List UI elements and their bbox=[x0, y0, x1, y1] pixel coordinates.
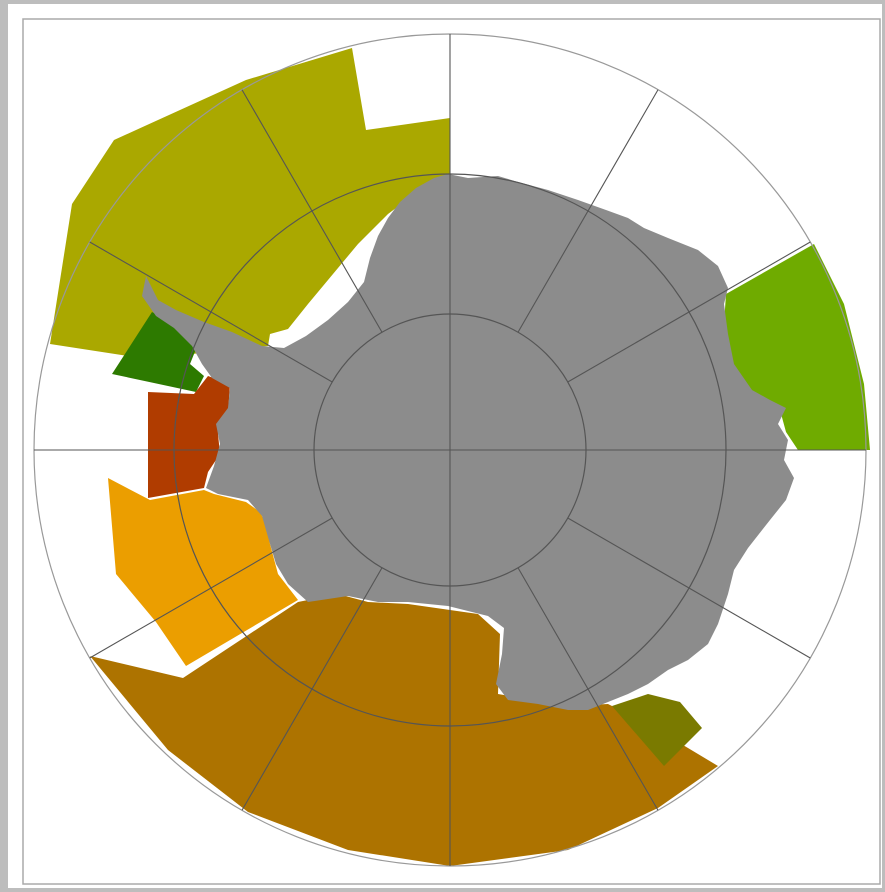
meridian-line bbox=[241, 89, 383, 333]
sector-brown bbox=[90, 594, 718, 866]
meridian-line bbox=[517, 89, 659, 333]
meridian-lines bbox=[34, 34, 866, 866]
meridian-line bbox=[89, 241, 333, 383]
antarctica-landmass bbox=[142, 174, 794, 710]
meridian-line bbox=[89, 517, 333, 659]
sector-olive-yellow bbox=[50, 48, 450, 359]
frame-border bbox=[22, 18, 881, 885]
antarctic-sector-map bbox=[22, 18, 881, 885]
meridian-line bbox=[567, 517, 811, 659]
sector-rust bbox=[148, 376, 230, 498]
meridian-line bbox=[567, 241, 811, 383]
sector-dark-olive bbox=[612, 694, 702, 766]
meridian-line bbox=[241, 567, 383, 811]
meridian-line bbox=[517, 567, 659, 811]
graticule bbox=[33, 33, 867, 867]
map-frame bbox=[8, 4, 882, 888]
